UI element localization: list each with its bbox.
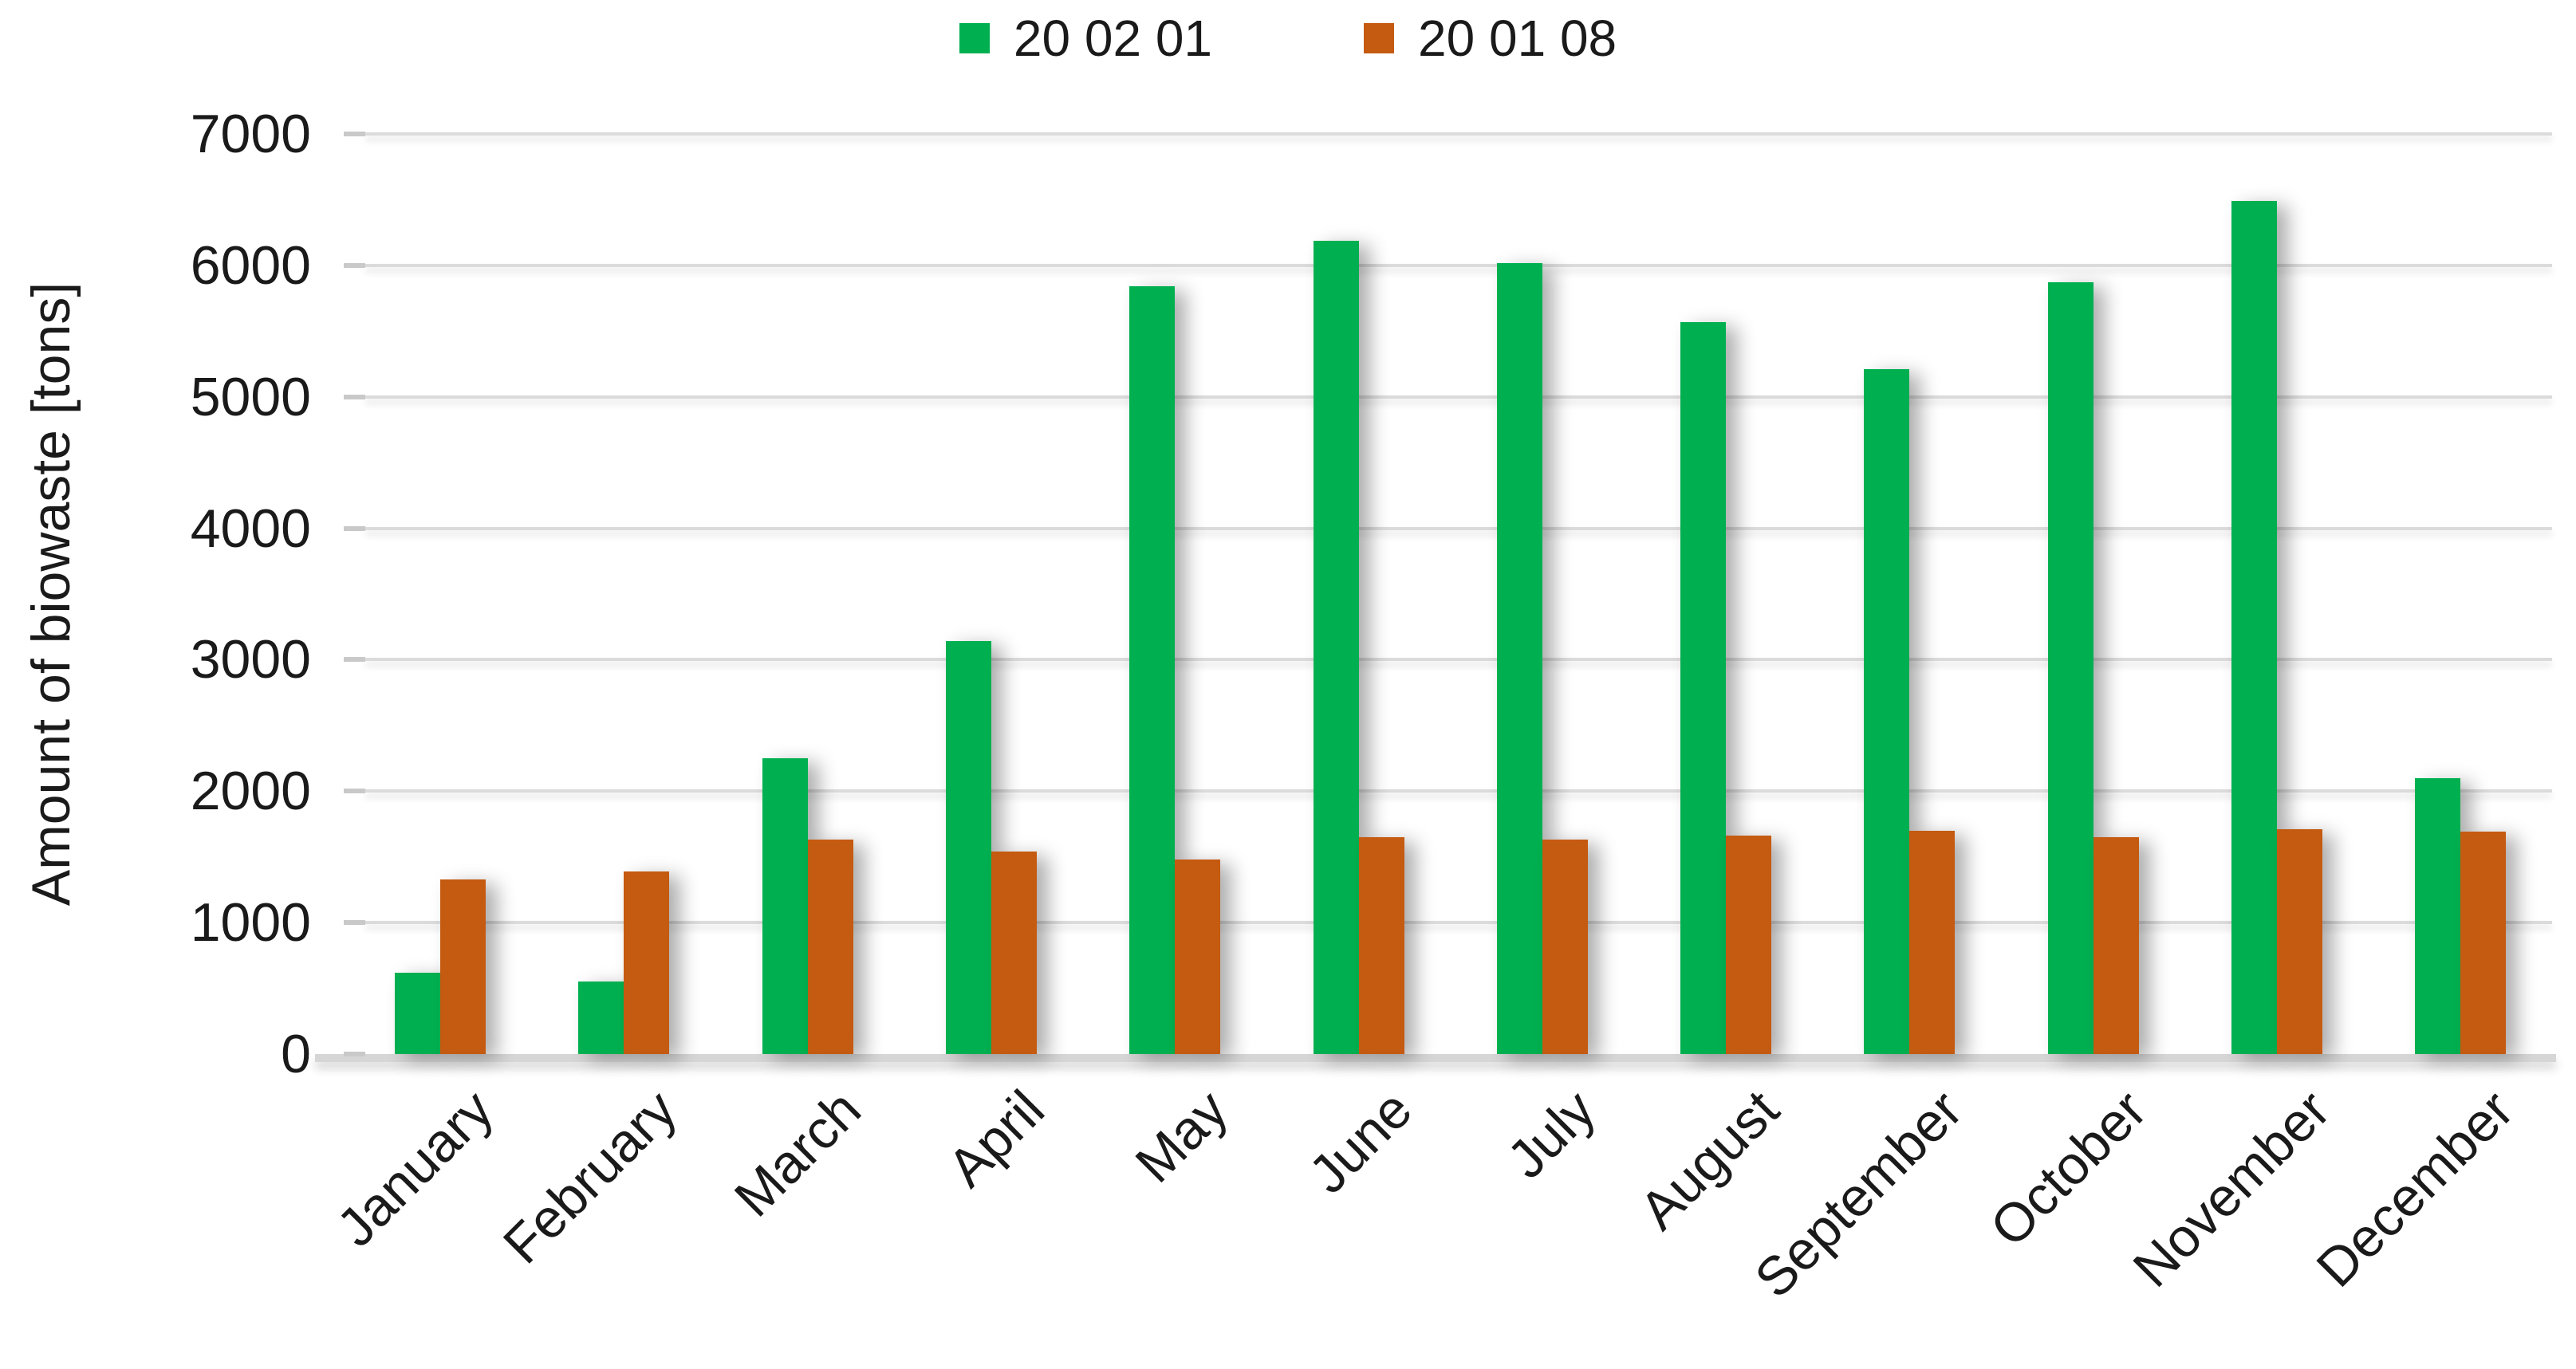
bar-20-02-01-november [2231,201,2277,1054]
bar-20-01-08-march [807,840,853,1054]
gridline [365,263,2552,267]
legend-item: 20 02 01 [959,13,1212,64]
y-tick-label: 6000 [190,234,311,296]
bar-20-02-01-august [1680,321,1727,1054]
gridline [365,921,2552,925]
gridline [365,789,2552,793]
x-category-label: December [2305,1079,2526,1299]
legend-label: 20 02 01 [1013,10,1212,67]
y-tick-mark [344,525,365,531]
bar-20-02-01-april [945,641,991,1054]
y-tick-mark [344,657,365,663]
y-tick-mark [344,789,365,794]
bar-20-02-01-july [1496,262,1542,1054]
bar-20-01-08-february [624,871,670,1054]
y-tick-mark [344,394,365,399]
bar-20-02-01-march [762,758,808,1054]
bar-20-01-08-april [991,852,1037,1054]
bar-20-02-01-january [395,972,440,1054]
bar-20-02-01-september [1864,369,1910,1054]
y-tick-mark [344,262,365,268]
bar-20-01-08-september [1909,830,1956,1054]
legend-label: 20 01 08 [1418,10,1617,67]
bar-20-01-08-november [2277,829,2322,1054]
y-tick-label: 5000 [190,366,311,427]
gridline [365,132,2552,136]
y-tick-label: 3000 [190,629,311,690]
y-axis-title: Amount of biowaste [tons] [21,281,81,907]
bar-20-01-08-may [1175,860,1221,1054]
chart-legend: 20 02 01 20 01 08 [0,13,2576,64]
y-tick-label: 0 [281,1024,311,1084]
bar-20-01-08-august [1726,836,1772,1054]
bar-20-02-01-february [578,982,624,1054]
legend-item: 20 01 08 [1364,13,1617,64]
legend-swatch-icon [1364,23,1394,53]
y-tick-mark [344,1052,365,1056]
bar-20-01-08-july [1542,840,1588,1054]
gridline [365,395,2552,399]
legend-swatch-icon [959,23,990,53]
y-tick-label: 1000 [190,892,311,954]
y-tick-label: 7000 [190,104,311,164]
gridline [365,658,2552,662]
y-tick-mark [344,132,365,136]
bar-20-01-08-october [2093,836,2139,1054]
y-tick-label: 2000 [190,761,311,822]
bar-20-02-01-june [1313,240,1359,1054]
bar-20-02-01-december [2415,777,2461,1054]
bar-20-01-08-june [1358,836,1404,1054]
bar-20-02-01-october [2047,282,2093,1054]
y-tick-mark [344,920,365,926]
bar-20-01-08-december [2460,832,2507,1054]
bar-20-02-01-may [1129,286,1176,1054]
gridline [365,526,2552,530]
bar-20-01-08-january [440,879,486,1054]
x-axis-line [315,1054,2556,1062]
y-tick-label: 4000 [190,498,311,559]
